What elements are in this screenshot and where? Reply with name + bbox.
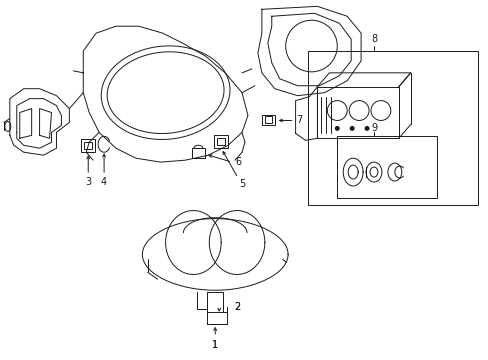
Text: 2: 2 xyxy=(233,302,240,312)
Bar xyxy=(214,135,228,148)
Bar xyxy=(337,136,436,198)
Text: 9: 9 xyxy=(370,123,376,134)
Bar xyxy=(81,139,95,152)
Bar xyxy=(262,114,274,125)
Circle shape xyxy=(349,126,354,131)
Text: 1: 1 xyxy=(212,340,218,350)
Text: 1: 1 xyxy=(212,340,218,350)
Text: 5: 5 xyxy=(239,179,244,189)
Bar xyxy=(217,138,224,145)
Text: 3: 3 xyxy=(85,177,91,187)
Text: 7: 7 xyxy=(296,116,302,126)
Bar xyxy=(84,142,92,149)
Text: 6: 6 xyxy=(235,157,241,167)
Circle shape xyxy=(364,126,369,131)
Bar xyxy=(192,148,205,158)
Bar xyxy=(317,87,398,138)
Text: 4: 4 xyxy=(101,177,107,187)
Bar xyxy=(307,51,477,205)
Bar xyxy=(264,117,271,123)
Text: 2: 2 xyxy=(233,302,240,312)
Circle shape xyxy=(334,126,339,131)
Text: 8: 8 xyxy=(370,34,376,44)
